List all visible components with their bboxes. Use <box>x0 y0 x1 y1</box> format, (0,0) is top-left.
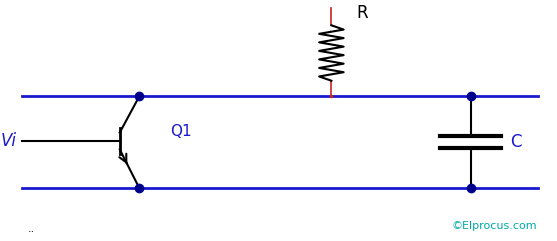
Text: ©Elprocus.com: ©Elprocus.com <box>452 221 538 231</box>
Text: C: C <box>510 133 521 151</box>
Text: Vi: Vi <box>1 132 17 150</box>
Text: Q1: Q1 <box>170 124 192 139</box>
Text: ..: .. <box>28 224 35 234</box>
Text: R: R <box>356 4 368 22</box>
